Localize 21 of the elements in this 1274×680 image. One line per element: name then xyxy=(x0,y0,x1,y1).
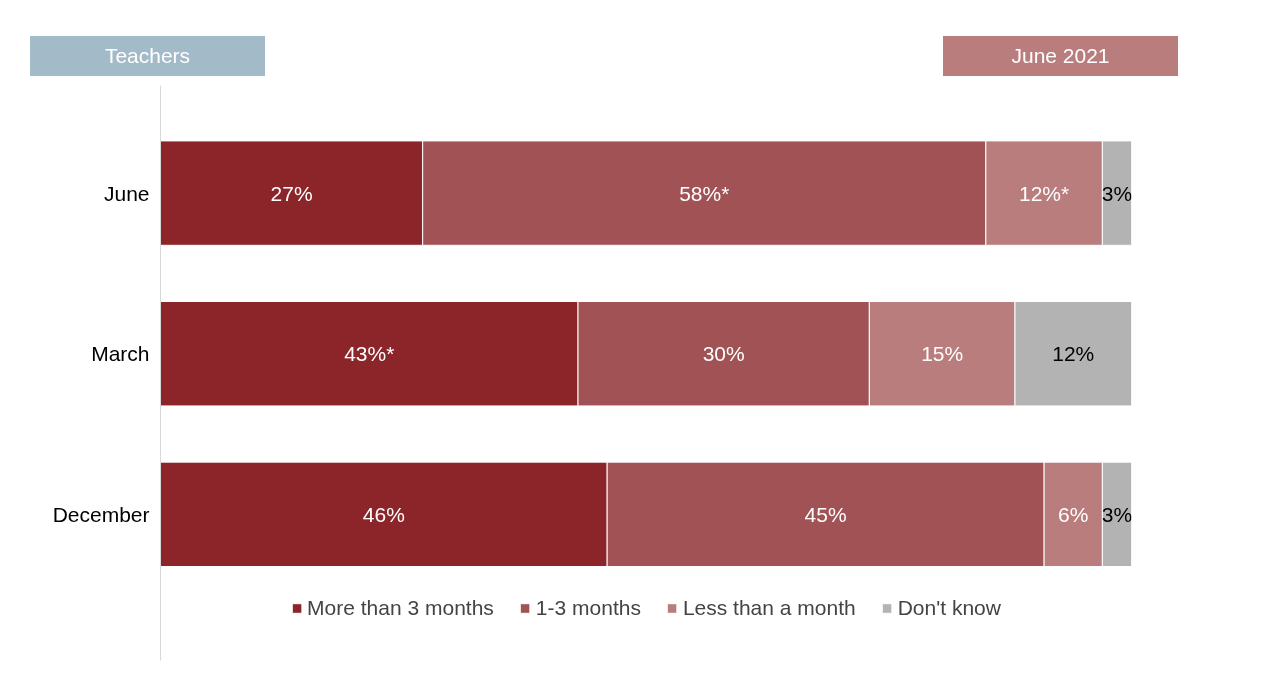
chart-subtitle: June 2021 xyxy=(1011,43,1110,69)
data-label: 15% xyxy=(921,342,964,366)
data-label: 12%* xyxy=(1019,181,1070,205)
data-label: 30% xyxy=(702,342,745,366)
data-label: 6% xyxy=(1058,502,1089,526)
legend-label: 1-3 months xyxy=(535,596,641,620)
data-label: 43%* xyxy=(344,342,395,366)
legend-label: Don't know xyxy=(897,596,1001,620)
y-tick-label: June xyxy=(103,181,150,205)
data-label: 3% xyxy=(1101,502,1133,526)
data-label: 27% xyxy=(270,181,313,205)
data-label: 3% xyxy=(1101,181,1133,205)
data-label: 45% xyxy=(804,502,847,526)
data-label: 58%* xyxy=(679,181,730,205)
chart-title: Teachers xyxy=(104,43,191,69)
legend-label: Less than a month xyxy=(682,596,856,620)
y-tick-label: December xyxy=(52,502,150,526)
data-label: 12% xyxy=(1052,342,1095,366)
legend-label: More than 3 months xyxy=(307,596,494,620)
data-label: 46% xyxy=(362,502,405,526)
y-tick-label: March xyxy=(91,342,150,366)
